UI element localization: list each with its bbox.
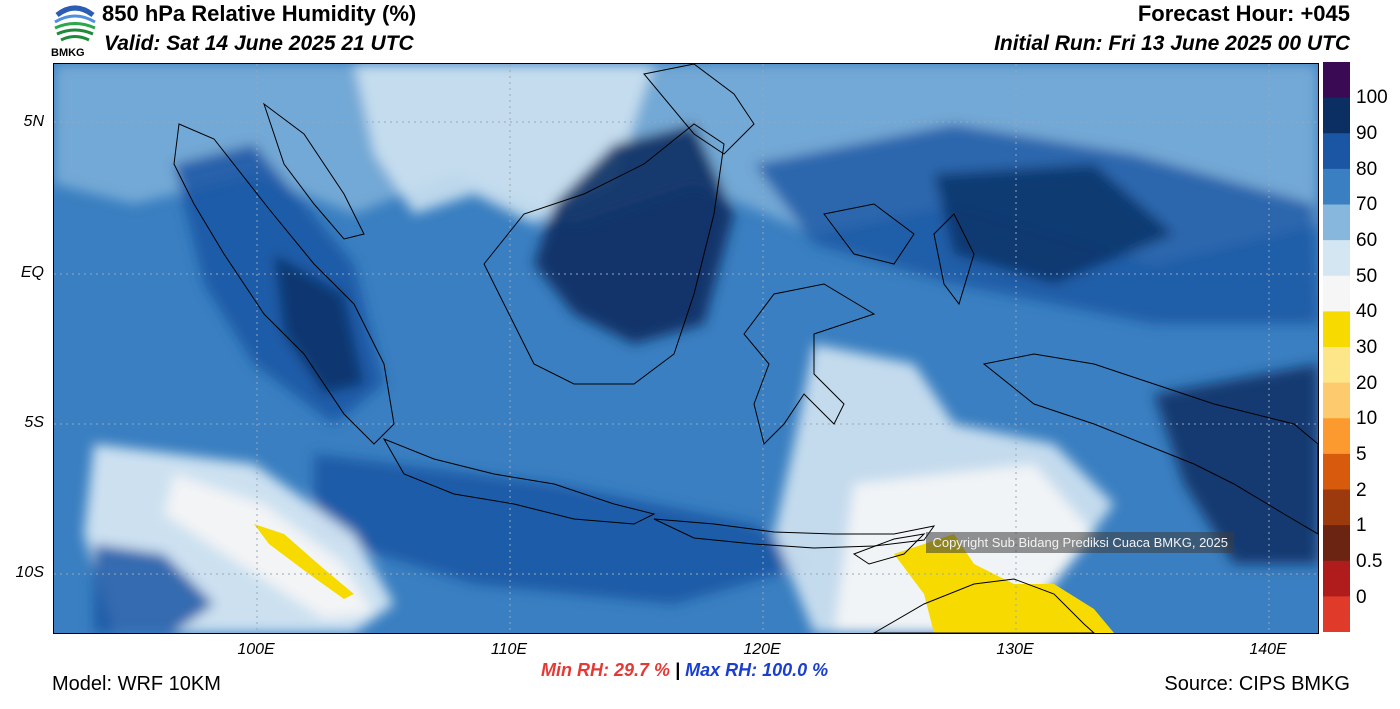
rh-90-pacific-core [934,164,1174,284]
malay-peninsula-coast [263,102,365,240]
sulawesi-coast [743,283,876,445]
timor-coast [852,533,926,565]
colorbar-label: 0 [1356,587,1367,608]
colorbar-label: 60 [1356,230,1378,251]
rh-extremes: Min RH: 29.7 % | Max RH: 100.0 % [541,660,828,681]
colorbar-segment [1323,240,1350,277]
colorbar-segment [1323,347,1350,384]
colorbar-segment [1323,596,1350,633]
rh-80-indian-ocean-south [94,544,214,633]
colorbar-label: 80 [1356,159,1378,180]
rh-80-java-sea [314,454,814,604]
colorbar-label: 5 [1356,444,1367,465]
colorbar-segment [1323,418,1350,455]
colorbar-label: 70 [1356,194,1378,215]
colorbar-label: 100 [1356,87,1388,108]
halmahera-coast [933,213,975,306]
forecast-hour: Forecast Hour: +045 [1137,1,1350,26]
colorbar-label: 0.5 [1356,551,1383,572]
humidity-map: Copyright Sub Bidang Prediksi Cuaca BMKG… [53,63,1319,634]
colorbar-segment [1323,489,1350,526]
rh-90-papua [1154,364,1318,564]
philippines-coast [643,64,755,155]
bmkg-logo-icon [50,1,100,59]
copyright-notice: Copyright Sub Bidang Prediksi Cuaca BMKG… [926,532,1234,553]
colorbar-segment [1323,382,1350,419]
lon-label-100e: 100E [237,641,275,658]
colorbar-segment [1323,168,1350,206]
gridlines [54,64,1318,633]
colorbar-label: 30 [1356,337,1378,358]
colorbar-segment [1323,560,1350,597]
initial-run: Initial Run: Fri 13 June 2025 00 UTC [994,32,1350,55]
borneo-coast [483,123,725,385]
min-rh: Min RH: 29.7 % [541,660,671,680]
logo-label: BMKG [51,47,85,59]
colorbar-segment [1323,62,1350,99]
colorbar-label: 10 [1356,408,1378,429]
source-label: Source: CIPS BMKG [1164,673,1350,695]
colorbar-label: 90 [1356,123,1378,144]
papua-coast [982,353,1318,535]
lon-label-110e: 110E [490,641,528,658]
rh-30-indian-ocean [254,524,354,599]
colorbar-segment [1323,525,1350,562]
colorbar-segment [1323,275,1350,312]
mindanao-coast [823,203,915,265]
colorbar-segment [1323,133,1350,170]
colorbar-segment [1323,311,1350,348]
model-label: Model: WRF 10KM [52,673,221,695]
colorbar-label: 2 [1356,480,1367,501]
rh-90-borneo [534,124,734,344]
colorbar-segment [1323,453,1350,491]
lat-label-10s: 10S [15,564,44,581]
lon-label-140e: 140E [1249,641,1287,658]
colorbar-segment [1323,204,1350,241]
colorbar-label: 40 [1356,301,1378,322]
lat-label-eq: EQ [20,264,44,281]
colorbar-label: 1 [1356,515,1367,536]
valid-time: Valid: Sat 14 June 2025 21 UTC [104,32,414,55]
max-rh: Max RH: 100.0 % [685,660,829,680]
australia-coast [873,578,1095,633]
page-title: 850 hPa Relative Humidity (%) [102,1,417,26]
colorbar-segment [1323,97,1350,134]
sumatra-coast [173,123,395,445]
java-coast [382,438,656,525]
rh-90-sumatra-core [274,254,364,394]
colorbar [1323,62,1350,633]
lat-label-5n: 5N [23,113,44,130]
colorbar-label: 50 [1356,266,1378,287]
rh-30-australia-north [894,534,1114,633]
lon-label-120e: 120E [743,641,781,658]
lon-label-130e: 130E [996,641,1034,658]
rh-separator: | [675,660,681,680]
colorbar-label: 20 [1356,373,1378,394]
lat-label-5s: 5S [24,414,44,431]
